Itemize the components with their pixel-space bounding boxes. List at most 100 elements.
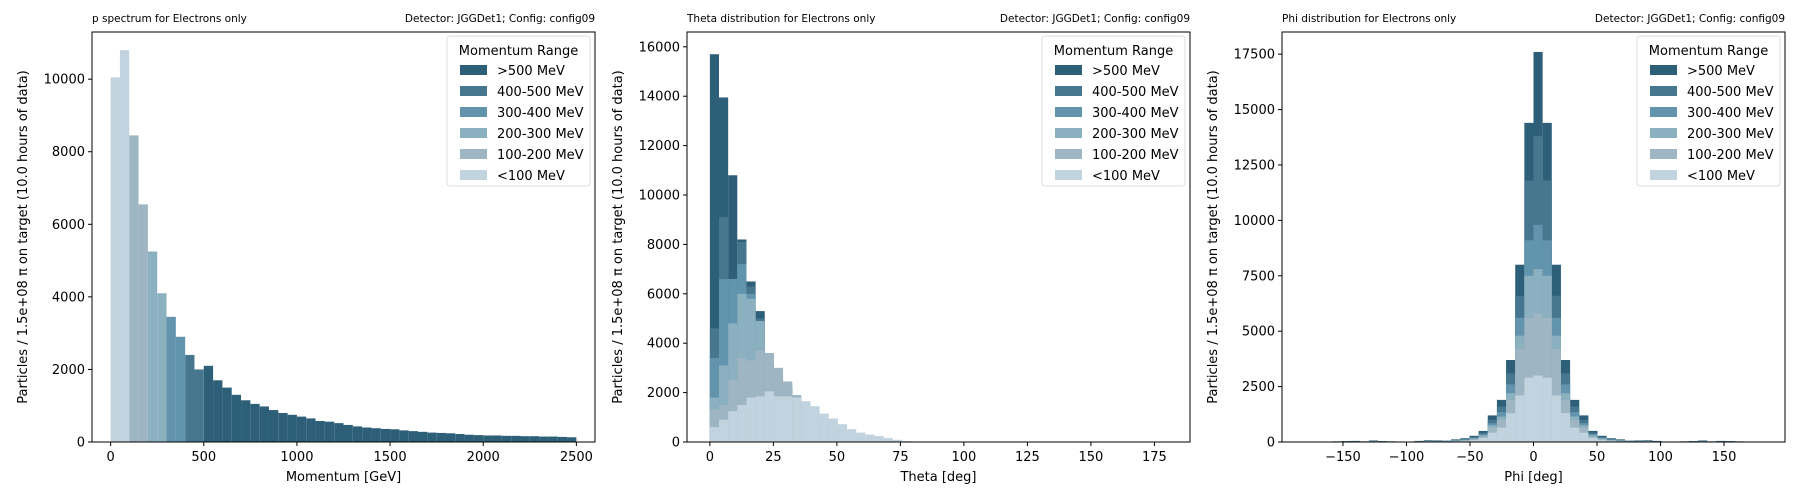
histogram-bar [1579, 432, 1589, 442]
histogram-bar [865, 434, 875, 442]
histogram-bar [1533, 375, 1543, 442]
histogram-bar [436, 432, 446, 442]
chart-subtitle: Detector: JGGDet1; Config: config09 [405, 13, 595, 25]
bars-layer [110, 50, 577, 442]
legend-swatch [460, 86, 487, 96]
legend-label: 400-500 MeV [1687, 85, 1774, 100]
legend-swatch [460, 170, 487, 180]
histogram-bar [719, 365, 729, 442]
legend-items: >500 MeV 400-500 MeV 300-400 MeV 200-300 Me… [460, 64, 584, 184]
legend-swatch [1650, 170, 1677, 180]
legend-label: 200-300 MeV [1687, 127, 1774, 142]
histogram-bar [343, 424, 353, 442]
histogram-bar [241, 400, 251, 442]
legend-swatch [460, 107, 487, 117]
x-tick-label: 0 [706, 450, 714, 465]
histogram-bar [1478, 438, 1488, 442]
histogram-bar [709, 54, 720, 442]
x-tick-label: 25 [765, 450, 782, 465]
histogram-bar [856, 432, 866, 442]
x-tick-label: −100 [1389, 450, 1425, 465]
legend-swatch [1055, 149, 1082, 159]
histogram-bar [567, 437, 577, 442]
y-tick-label: 0 [77, 436, 85, 451]
x-tick-label: 0 [1529, 450, 1537, 465]
legend-swatch [1650, 86, 1677, 96]
histogram-bar [792, 397, 802, 442]
histogram-bar [828, 418, 838, 442]
histogram-bar [296, 416, 307, 442]
legend-swatch [1650, 149, 1677, 159]
histogram-bar [473, 435, 484, 442]
histogram-bar [492, 435, 502, 442]
legend: Momentum Range >500 MeV 400-500 MeV 300-40… [446, 35, 591, 187]
legend-items: >500 MeV 400-500 MeV 300-400 MeV 200-300 Me… [1650, 64, 1774, 184]
theta-histogram: Theta distribution for Electrons only De… [611, 13, 1191, 485]
x-tick-label: 175 [1142, 450, 1167, 465]
x-tick-label: 0 [106, 450, 114, 465]
legend-swatch [460, 149, 487, 159]
y-tick-label: 2000 [52, 363, 85, 378]
y-axis-label: Particles / 1.5e+08 π on target (10.0 ho… [16, 70, 31, 403]
histogram-bar [847, 429, 857, 442]
x-tick-label: 150 [1712, 450, 1737, 465]
histogram-bar [719, 419, 729, 442]
histogram-bar [773, 396, 784, 442]
legend: Momentum Range >500 MeV 400-500 MeV 300-40… [1041, 35, 1186, 187]
histogram-bar [380, 428, 391, 442]
y-tick-label: 17500 [1234, 48, 1275, 63]
x-tick-label: 100 [951, 450, 976, 465]
legend-swatch [1055, 65, 1082, 75]
histogram-bar [874, 436, 884, 442]
histogram-bar [455, 434, 465, 442]
x-tick-label: 75 [892, 450, 909, 465]
x-tick-label: 100 [1648, 450, 1673, 465]
y-tick-label: 4000 [647, 337, 680, 352]
y-axis-ticks: 0 2000 4000 6000 8000 10000 [44, 73, 92, 451]
chart-subtitle: Detector: JGGDet1; Config: config09 [1595, 13, 1785, 25]
legend-swatch [1055, 86, 1082, 96]
x-tick-label: 500 [191, 450, 216, 465]
histogram-bar [1606, 440, 1616, 442]
legend-label: <100 MeV [1092, 169, 1160, 184]
histogram-bar [278, 412, 288, 442]
histogram-bar [119, 50, 130, 442]
histogram-bar [539, 436, 549, 442]
y-axis-ticks: 0 2000 4000 6000 8000 10000 12000 14000 16000 [639, 40, 687, 451]
histogram-bar [203, 365, 214, 442]
chart-title: Theta distribution for Electrons only [686, 13, 875, 25]
histogram-bar [194, 369, 204, 442]
histogram-bar [837, 424, 848, 442]
histogram-bar [362, 427, 372, 442]
y-tick-label: 8000 [647, 238, 680, 253]
x-axis-ticks: −150 −100 −50 0 50 100 150 [1325, 442, 1736, 465]
plot-frame [91, 31, 596, 443]
legend-label: 100-200 MeV [1092, 148, 1179, 163]
histogram-bar [719, 278, 729, 442]
histogram-bar [520, 436, 530, 442]
histogram-bar [737, 358, 747, 442]
histogram-bar [138, 204, 148, 442]
histogram-bar [352, 426, 363, 442]
histogram-bar [819, 413, 829, 442]
x-tick-label: 2500 [560, 450, 593, 465]
histogram-bar [222, 387, 232, 442]
legend-label: 300-400 MeV [497, 106, 584, 121]
histogram-bar [268, 410, 279, 442]
x-tick-label: 50 [829, 450, 846, 465]
y-tick-label: 5000 [1242, 325, 1275, 340]
legend-swatch [460, 65, 487, 75]
legend-swatch [1650, 107, 1677, 117]
histogram-bar [1515, 395, 1525, 442]
y-tick-label: 15000 [1234, 103, 1275, 118]
y-axis-label: Particles / 1.5e+08 π on target (10.0 ho… [611, 70, 626, 403]
x-axis-ticks: 0 25 50 75 100 125 150 175 [706, 442, 1167, 465]
histogram-bar [709, 409, 720, 442]
histogram-bar [175, 336, 186, 442]
y-tick-label: 0 [672, 436, 680, 451]
x-tick-label: 125 [1015, 450, 1040, 465]
histogram-bar [418, 431, 428, 442]
y-tick-label: 12000 [639, 139, 680, 154]
histogram-bar [166, 316, 176, 442]
y-tick-label: 6000 [52, 218, 85, 233]
